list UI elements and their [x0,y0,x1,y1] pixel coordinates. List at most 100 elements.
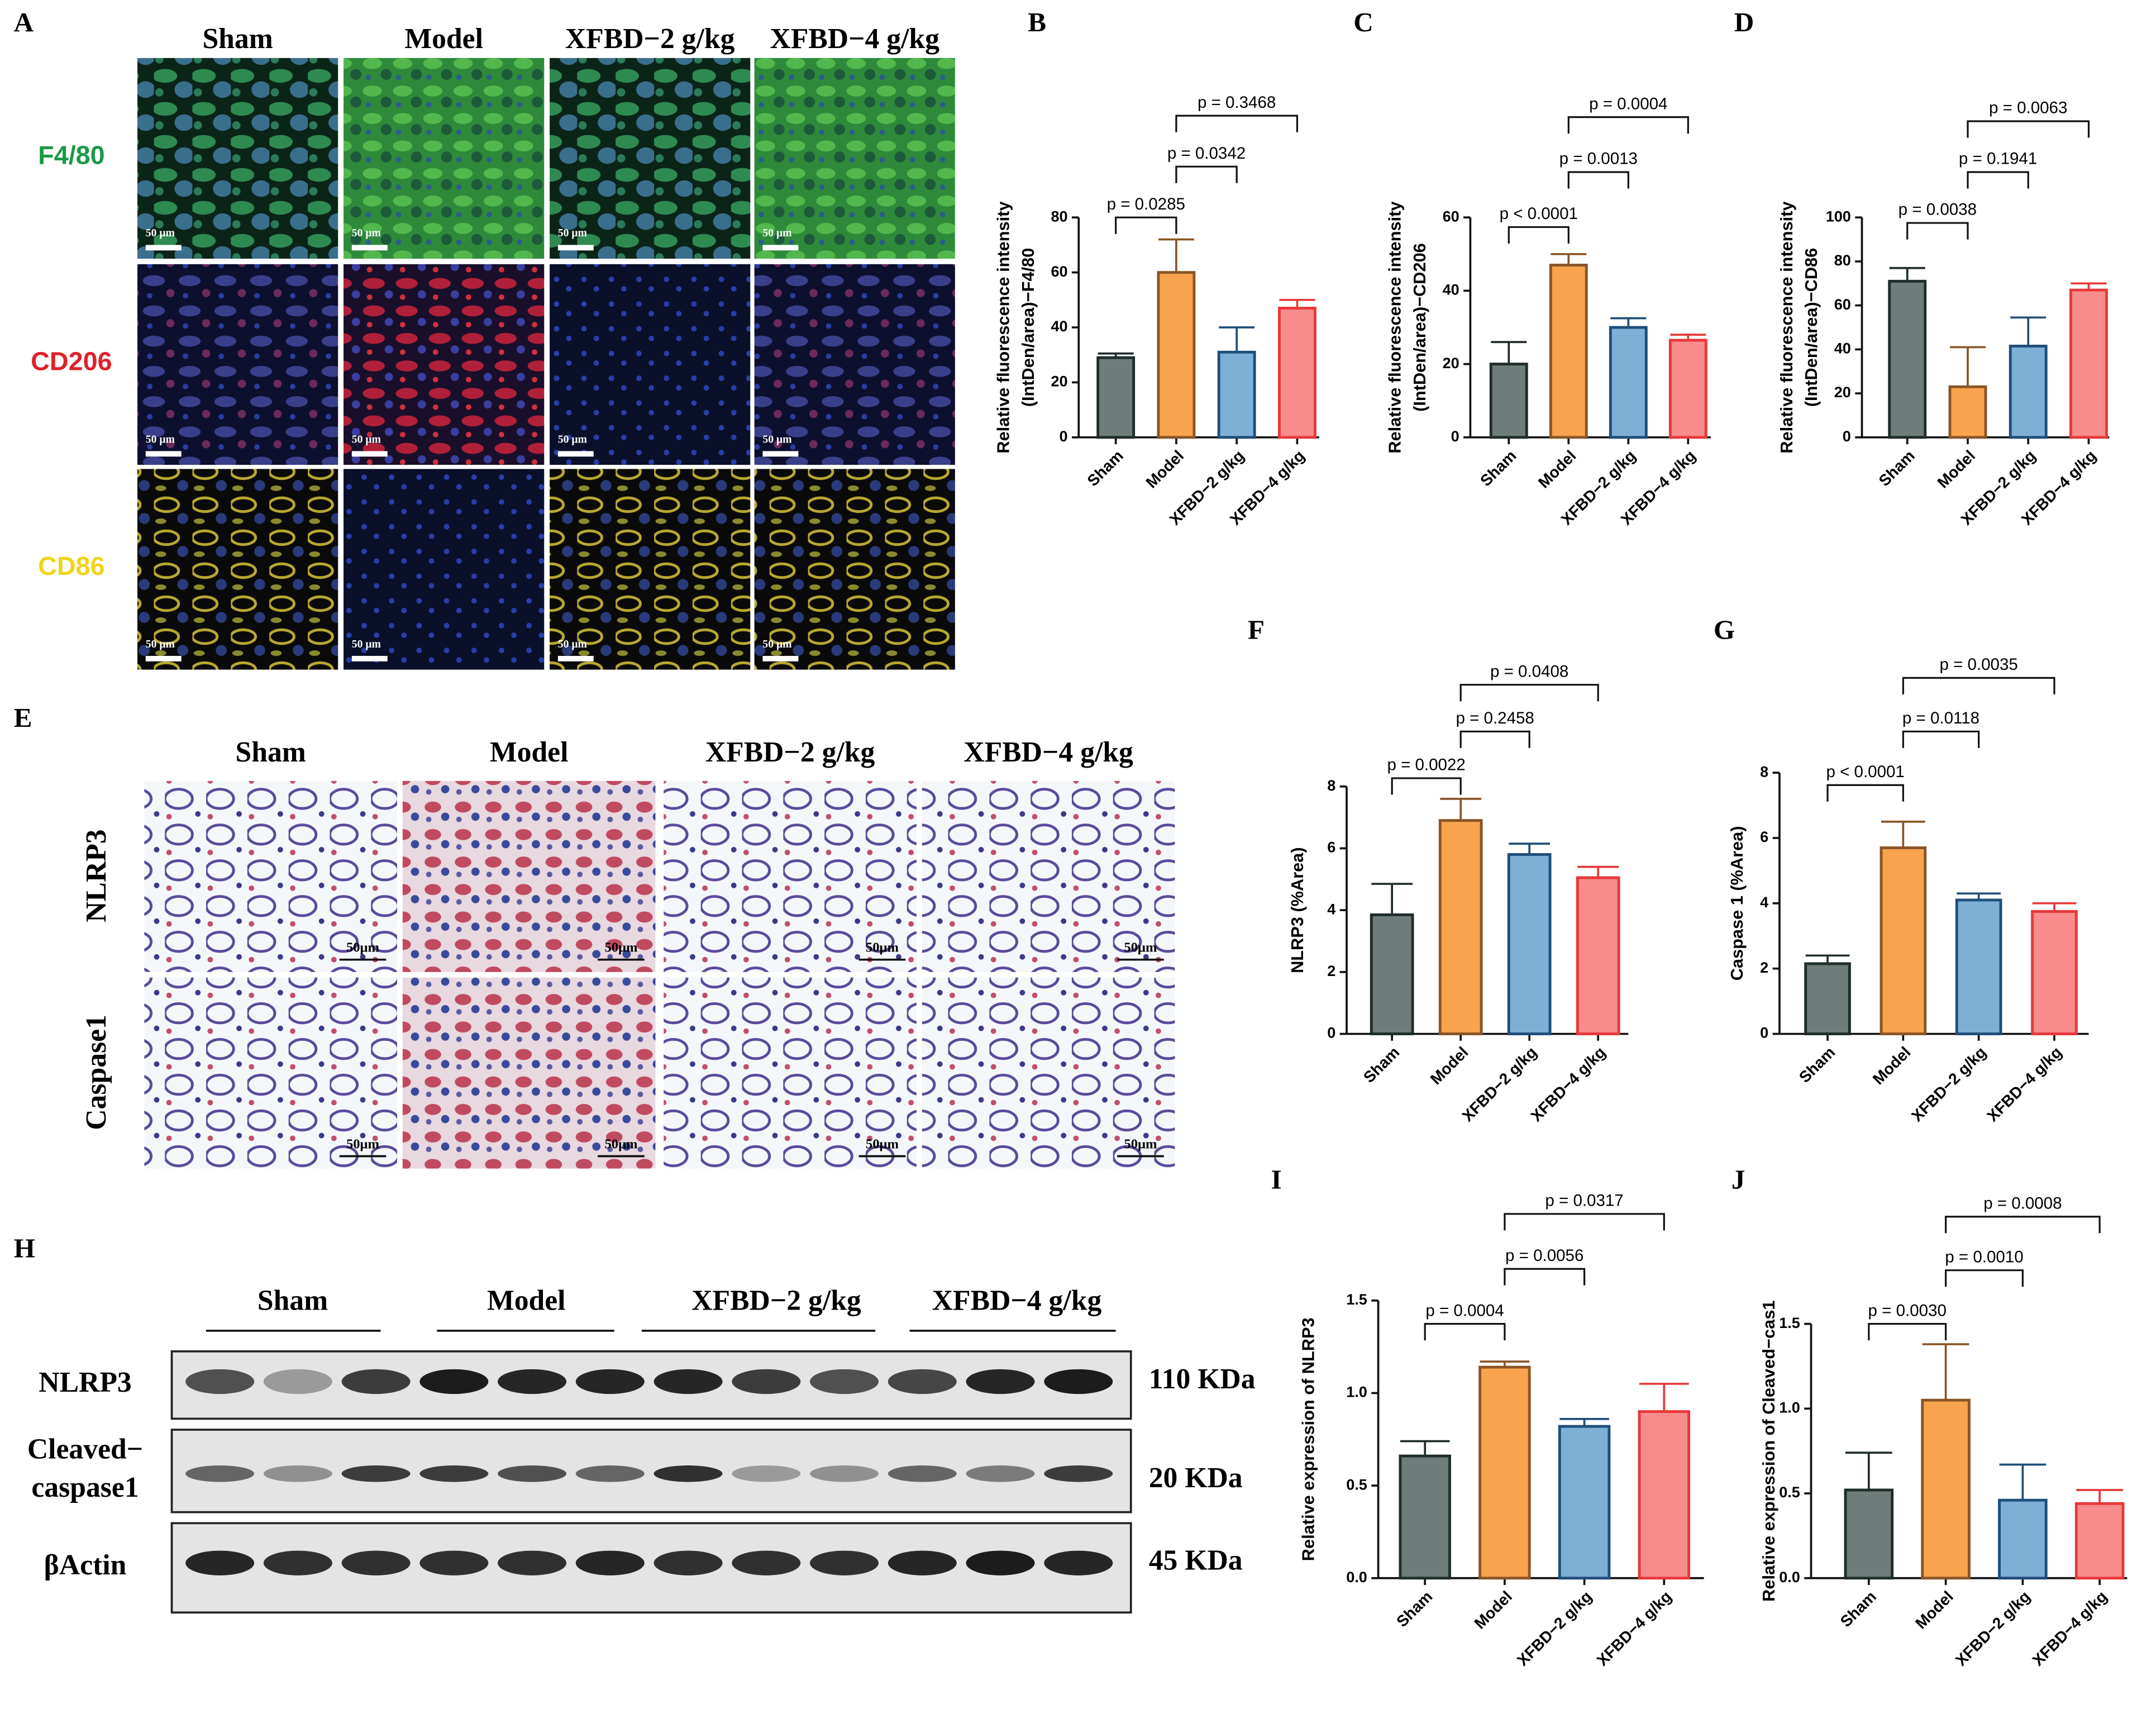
bar [1638,1410,1691,1580]
blot-band [498,1369,567,1394]
bar [1277,307,1317,439]
y-tick-label: 20 [1051,373,1067,390]
micrograph [922,780,1175,972]
significance-bracket [1175,115,1298,132]
significance-bracket [1459,730,1530,748]
panel-letter: C [1353,7,1373,37]
y-axis-label: (IntDen/area)−CD86 [1801,248,1821,407]
column-header: Sham [257,1285,328,1317]
x-tick-label: Model [1934,446,1978,491]
scale-bar-label: 50μm [866,1136,899,1151]
x-tick-label: Sham [1795,1043,1838,1086]
micrograph [664,780,917,972]
y-tick-label: 0 [1760,1025,1768,1041]
column-header: XFBD−2 g/kg [691,1285,861,1317]
y-tick-label: 40 [1834,340,1851,357]
column-header: XFBD−4 g/kg [770,23,939,55]
x-tick-label: Model [1142,446,1187,491]
scale-bar [351,656,388,661]
significance-bracket [1504,1213,1665,1231]
y-tick-label: 40 [1443,282,1459,298]
bar [1948,385,1987,439]
scale-bar-label: 50 μm [762,433,792,445]
scale-bar-label: 50 μm [352,227,381,239]
panel-letter: B [1028,7,1046,37]
scale-bar-label: 50μm [1124,940,1157,955]
row-label: NLRP3 [80,829,112,922]
y-tick-label: 2 [1760,959,1768,976]
bar [1998,1498,2048,1580]
scale-bar [557,245,594,251]
p-value: p = 0.2458 [1456,709,1534,727]
significance-bracket [1567,116,1689,134]
panel-letter: F [1248,614,1265,645]
scale-bar [351,451,388,457]
y-axis-label: (IntDen/area)−F4/80 [1018,248,1038,407]
x-tick-label: XFBD−2 g/kg [1907,1043,1990,1125]
bar [1507,853,1552,1036]
y-axis-label: Relative fluorescence intensity [1385,201,1405,453]
x-tick-label: Sham [1360,1043,1403,1086]
scale-bar-label: 50μm [1124,1136,1157,1151]
p-value: p = 0.0022 [1387,756,1465,774]
blot-band [888,1369,957,1394]
row-label: βActin [44,1549,127,1581]
significance-bracket [1944,1269,2024,1287]
blot-band [732,1369,801,1394]
p-value: p = 0.0408 [1490,662,1568,680]
p-value: p = 0.0004 [1425,1301,1504,1320]
blot-band [341,1465,411,1482]
bar [1576,876,1620,1036]
scale-bar-label: 50 μm [146,433,175,445]
y-tick-label: 2 [1327,963,1335,979]
p-value: p = 0.1941 [1959,150,2037,168]
scale-bar [351,245,388,251]
bar [1804,962,1851,1036]
blot-band [966,1465,1035,1482]
bar [1399,1454,1451,1580]
y-tick-label: 20 [1834,384,1851,401]
blot-band [732,1550,801,1575]
panel-letter: E [14,702,32,733]
p-value: p = 0.0010 [1945,1248,2023,1266]
bar [1478,1365,1531,1580]
molecular-weight: 110 KDa [1149,1363,1256,1395]
scale-bar-label: 50 μm [146,227,175,239]
blot-band [419,1369,489,1394]
bar [2009,345,2048,439]
bar [1844,1488,1894,1580]
bar [1217,350,1256,439]
x-tick-label: Sham [1875,446,1918,489]
y-tick-label: 8 [1760,763,1768,780]
column-header: XFBD−2 g/kg [565,23,735,55]
blot-band [498,1465,567,1482]
p-value: p = 0.0063 [1989,99,2067,117]
blot-band [1044,1369,1113,1394]
p-value: p = 0.0317 [1545,1191,1623,1210]
scale-bar-label: 50μm [604,940,638,955]
panel-letter: J [1732,1164,1745,1195]
bar [1609,326,1648,439]
blot-band [341,1550,411,1575]
micrograph [922,977,1175,1169]
p-value: p < 0.0001 [1826,763,1905,781]
p-value: p = 0.0013 [1559,150,1638,168]
y-tick-label: 4 [1760,894,1768,911]
column-header: XFBD−2 g/kg [705,736,875,768]
blot-band [263,1465,332,1482]
p-value: p = 0.0342 [1167,144,1246,163]
micrograph [144,977,397,1169]
micrograph [137,58,338,259]
row-label: CD206 [31,346,112,375]
column-header: XFBD−4 g/kg [932,1285,1102,1317]
scale-bar [145,451,182,457]
y-tick-label: 6 [1327,839,1335,856]
y-tick-label: 80 [1051,208,1067,225]
p-value: p = 0.3468 [1198,93,1276,112]
y-axis-label: Caspase 1 (%Area) [1727,826,1747,980]
significance-bracket [1826,784,1904,802]
scale-bar-label: 50 μm [146,638,175,650]
micrograph [402,977,656,1169]
